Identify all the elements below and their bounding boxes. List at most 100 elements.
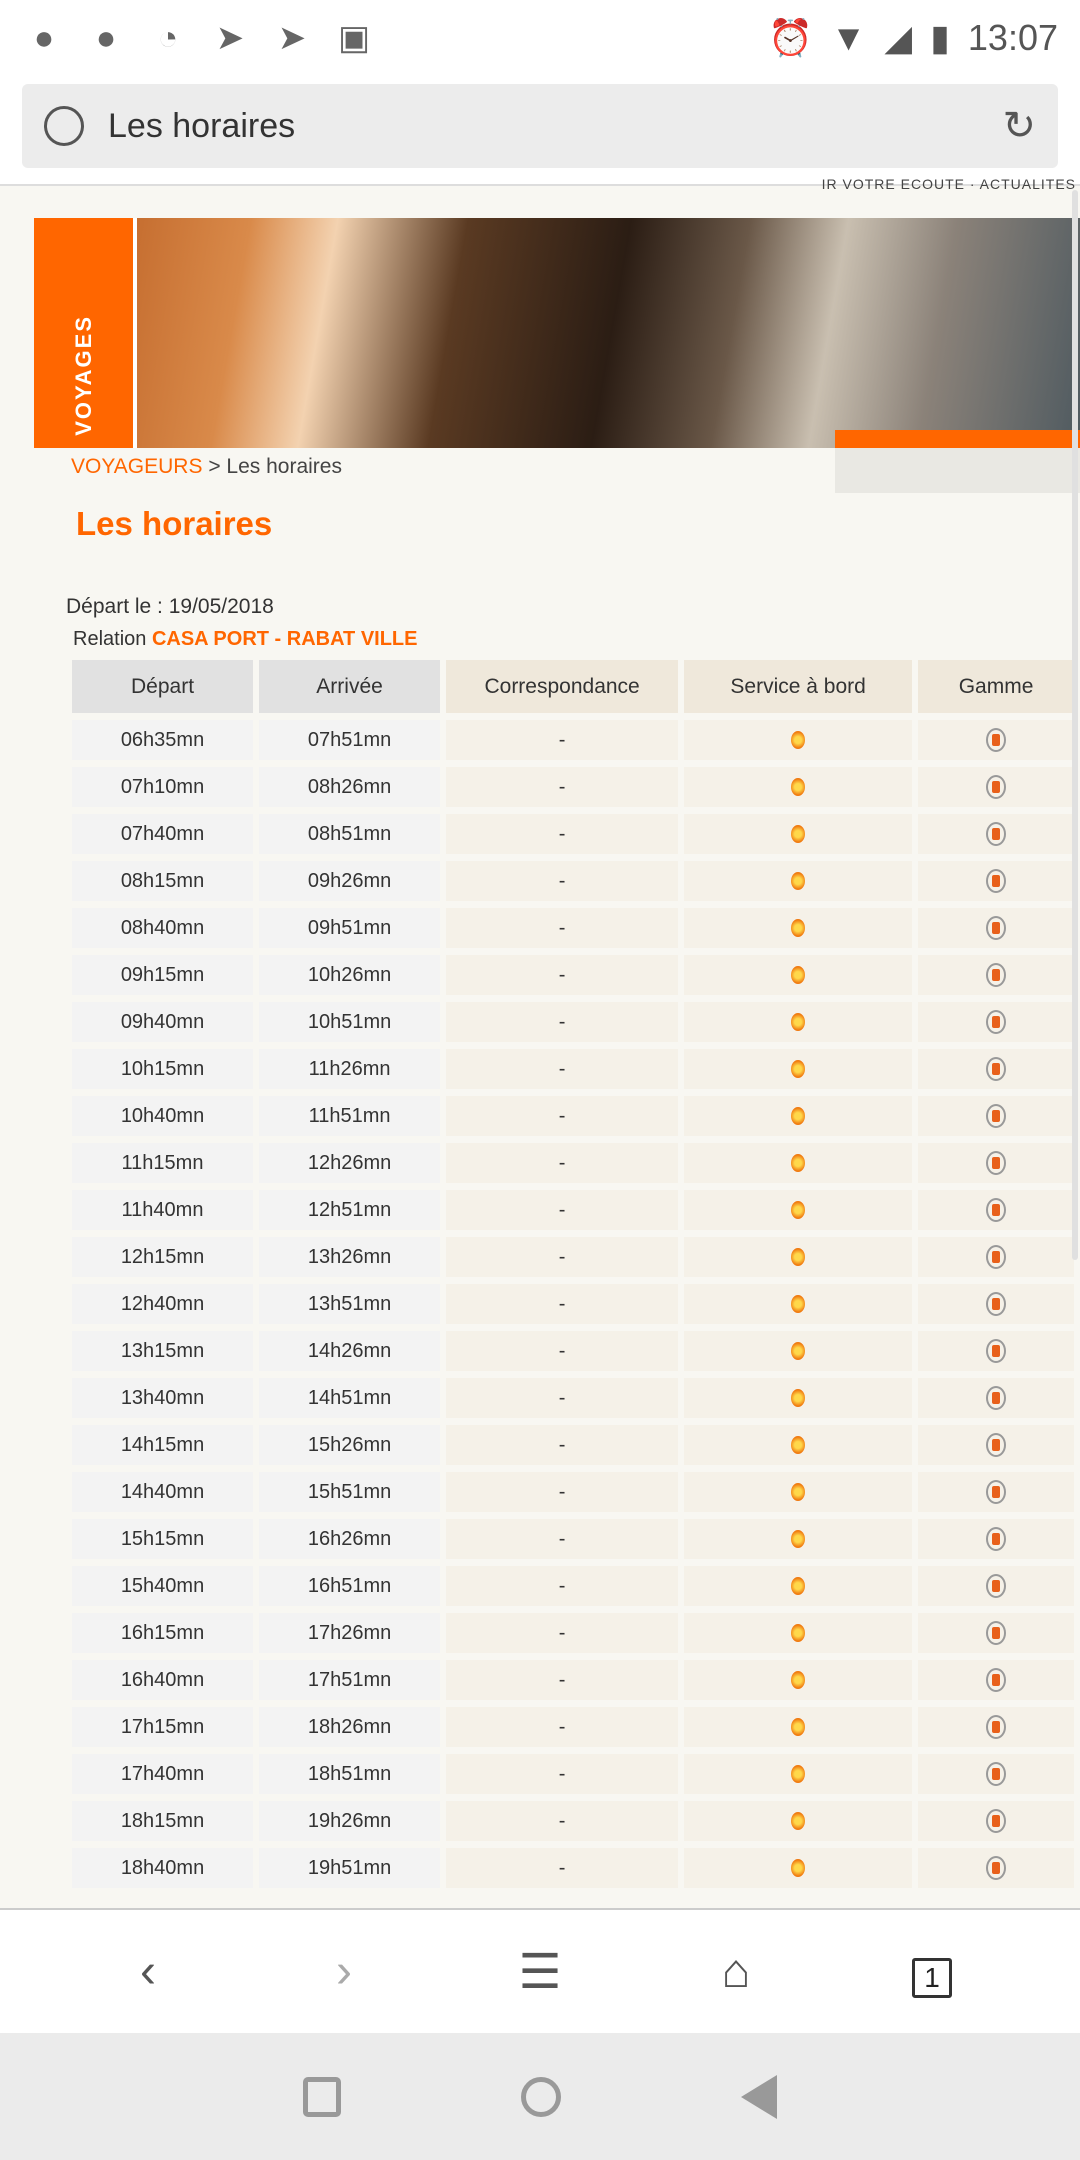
gamme-cell bbox=[918, 955, 1074, 995]
train-icon[interactable] bbox=[986, 1668, 1007, 1692]
menu-button[interactable]: ☰ bbox=[518, 1945, 562, 1999]
meal-service-icon[interactable] bbox=[791, 1859, 806, 1878]
meal-service-icon[interactable] bbox=[791, 872, 806, 891]
page-heading: Les horaires bbox=[76, 505, 273, 542]
departure-time: 08h40mn bbox=[72, 908, 254, 948]
meal-service-icon[interactable] bbox=[791, 1530, 806, 1549]
connection: - bbox=[446, 767, 679, 807]
train-icon[interactable] bbox=[986, 1856, 1007, 1880]
train-icon[interactable] bbox=[986, 1809, 1007, 1833]
meal-service-icon[interactable] bbox=[791, 1201, 806, 1220]
breadcrumb: VOYAGEURS > Les horaires bbox=[71, 455, 342, 479]
schedule-table: Départ Arrivée Correspondance Service à … bbox=[66, 653, 1080, 1895]
meal-service-icon[interactable] bbox=[791, 919, 806, 938]
train-icon[interactable] bbox=[986, 1715, 1007, 1739]
breadcrumb-current: Les horaires bbox=[226, 455, 342, 478]
meal-service-icon[interactable] bbox=[791, 1154, 806, 1173]
meal-service-icon[interactable] bbox=[791, 1436, 806, 1455]
train-icon[interactable] bbox=[986, 869, 1007, 893]
arrival-time: 09h26mn bbox=[259, 861, 441, 901]
service-cell bbox=[684, 955, 913, 995]
meal-service-icon[interactable] bbox=[791, 1765, 806, 1784]
meal-service-icon[interactable] bbox=[791, 1060, 806, 1079]
meal-service-icon[interactable] bbox=[791, 1483, 806, 1502]
meal-service-icon[interactable] bbox=[791, 1577, 806, 1596]
meal-service-icon[interactable] bbox=[791, 1718, 806, 1737]
scrollbar[interactable] bbox=[1072, 190, 1078, 1260]
gamme-cell bbox=[918, 1331, 1074, 1371]
gamme-cell bbox=[918, 1237, 1074, 1277]
service-cell bbox=[684, 1707, 913, 1747]
service-cell bbox=[684, 861, 913, 901]
home-button[interactable]: ⌂ bbox=[721, 1945, 751, 1998]
arrival-time: 16h26mn bbox=[259, 1519, 441, 1559]
meal-service-icon[interactable] bbox=[791, 825, 806, 844]
train-icon[interactable] bbox=[986, 1527, 1007, 1551]
service-cell bbox=[684, 1284, 913, 1324]
meal-service-icon[interactable] bbox=[791, 1248, 806, 1267]
tabs-button[interactable]: 1 bbox=[892, 1944, 972, 1999]
address-bar[interactable]: Les horaires ↻ bbox=[22, 84, 1058, 168]
arrival-time: 08h26mn bbox=[259, 767, 441, 807]
train-icon[interactable] bbox=[986, 1198, 1007, 1222]
meal-service-icon[interactable] bbox=[791, 1812, 806, 1831]
meal-service-icon[interactable] bbox=[791, 1013, 806, 1032]
train-icon[interactable] bbox=[986, 1151, 1007, 1175]
banner-image: VOYAGES bbox=[34, 218, 1080, 448]
train-icon[interactable] bbox=[986, 1292, 1007, 1316]
arrival-time: 11h26mn bbox=[259, 1049, 441, 1089]
meal-service-icon[interactable] bbox=[791, 1389, 806, 1408]
breadcrumb-voyageurs-link[interactable]: VOYAGEURS bbox=[71, 455, 203, 478]
train-icon[interactable] bbox=[986, 1480, 1007, 1504]
side-panel bbox=[835, 430, 1080, 493]
meal-service-icon[interactable] bbox=[791, 1107, 806, 1126]
train-icon[interactable] bbox=[986, 822, 1007, 846]
train-icon[interactable] bbox=[986, 916, 1007, 940]
alarm-icon: ⏰ bbox=[767, 17, 813, 58]
train-icon[interactable] bbox=[986, 775, 1007, 799]
train-icon[interactable] bbox=[986, 1010, 1007, 1034]
meal-service-icon[interactable] bbox=[791, 778, 806, 797]
train-icon[interactable] bbox=[986, 1386, 1007, 1410]
train-icon[interactable] bbox=[986, 1339, 1007, 1363]
meal-service-icon[interactable] bbox=[791, 731, 806, 750]
table-row: 14h15mn 15h26mn - bbox=[72, 1425, 1074, 1465]
top-links[interactable]: IR VOTRE ECOUTE · ACTUALITES bbox=[821, 176, 1076, 192]
departure-time: 15h15mn bbox=[72, 1519, 254, 1559]
back-button[interactable]: ‹ bbox=[140, 1945, 156, 1998]
train-icon[interactable] bbox=[986, 1057, 1007, 1081]
meal-service-icon[interactable] bbox=[791, 1624, 806, 1643]
train-icon[interactable] bbox=[986, 1574, 1007, 1598]
departure-time: 07h10mn bbox=[72, 767, 254, 807]
departure-time: 08h15mn bbox=[72, 861, 254, 901]
breadcrumb-separator: > bbox=[202, 455, 227, 478]
recents-button[interactable] bbox=[303, 2076, 341, 2117]
train-icon[interactable] bbox=[986, 1433, 1007, 1457]
meal-service-icon[interactable] bbox=[791, 1342, 806, 1361]
forward-button[interactable]: › bbox=[336, 1945, 352, 1998]
departure-time: 15h40mn bbox=[72, 1566, 254, 1606]
arrival-time: 09h51mn bbox=[259, 908, 441, 948]
telegram-icon: ➤ bbox=[277, 19, 307, 57]
train-icon[interactable] bbox=[986, 963, 1007, 987]
service-cell bbox=[684, 1237, 913, 1277]
train-icon[interactable] bbox=[986, 1621, 1007, 1645]
train-icon[interactable] bbox=[986, 1104, 1007, 1128]
service-cell bbox=[684, 1613, 913, 1653]
gamme-cell bbox=[918, 1754, 1074, 1794]
train-icon[interactable] bbox=[986, 1762, 1007, 1786]
service-cell bbox=[684, 1801, 913, 1841]
departure-time: 17h15mn bbox=[72, 1707, 254, 1747]
train-icon[interactable] bbox=[986, 1245, 1007, 1269]
meal-service-icon[interactable] bbox=[791, 966, 806, 985]
gamme-cell bbox=[918, 1190, 1074, 1230]
connection: - bbox=[446, 1848, 679, 1888]
home-system-button[interactable] bbox=[521, 2076, 561, 2117]
back-system-button[interactable] bbox=[741, 2074, 777, 2119]
reload-icon[interactable]: ↻ bbox=[1002, 104, 1036, 148]
service-cell bbox=[684, 1143, 913, 1183]
meal-service-icon[interactable] bbox=[791, 1671, 806, 1690]
arrival-time: 17h51mn bbox=[259, 1660, 441, 1700]
meal-service-icon[interactable] bbox=[791, 1295, 806, 1314]
train-icon[interactable] bbox=[986, 728, 1007, 752]
